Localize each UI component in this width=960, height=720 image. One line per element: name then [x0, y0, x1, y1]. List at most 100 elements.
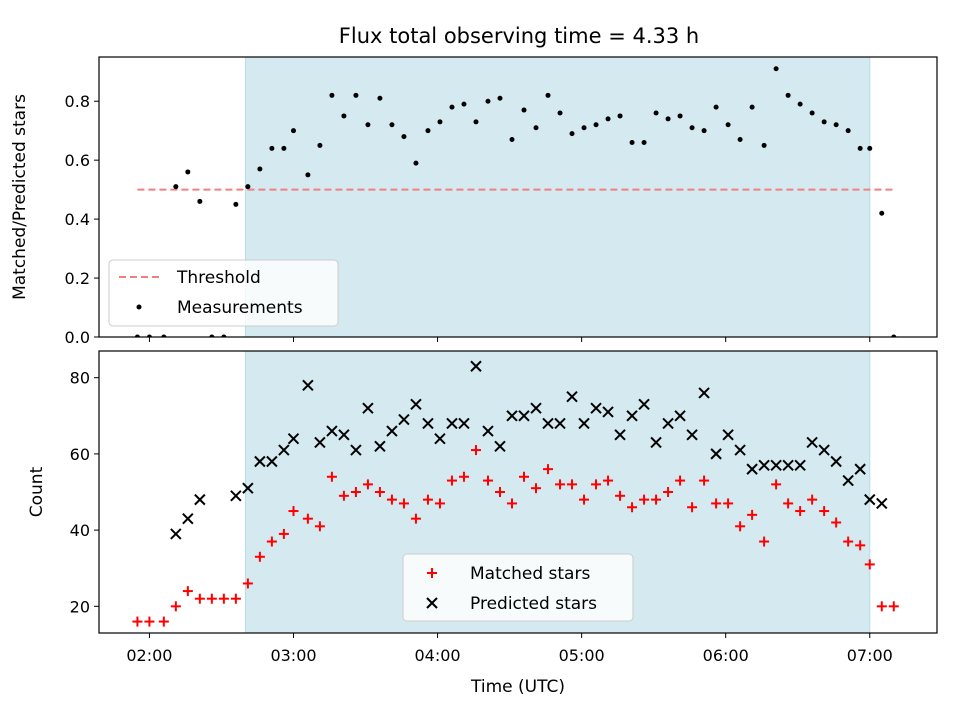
x-axis-label: Time (UTC)	[470, 677, 565, 697]
predicted-star-point	[170, 528, 182, 540]
measurement-point	[317, 142, 323, 148]
y-tick-label: 80	[70, 369, 90, 388]
matched-star-point	[651, 494, 662, 505]
predicted-star-point	[287, 432, 300, 445]
matched-star-point	[819, 506, 830, 517]
matched-star-point	[386, 494, 397, 505]
measurement-point	[701, 128, 707, 134]
x-tick-label: 05:00	[559, 646, 605, 665]
predicted-star-point	[326, 425, 338, 437]
matched-star-point	[759, 536, 770, 547]
measurement-point	[569, 131, 575, 137]
measurement-point	[857, 145, 863, 151]
measurement-point	[605, 116, 611, 122]
predicted-star-point	[854, 463, 866, 475]
predicted-star-point	[518, 410, 530, 422]
predicted-star-point	[650, 436, 662, 449]
predicted-star-point	[410, 398, 422, 411]
measurement-point	[797, 101, 803, 107]
matched-star-point	[446, 475, 457, 486]
legend-predicted-swatch	[426, 597, 438, 609]
predicted-star-point	[758, 459, 770, 472]
matched-star-point	[242, 578, 253, 589]
predicted-star-point	[590, 402, 602, 414]
matched-star-point	[699, 475, 710, 486]
legend-label: Predicted stars	[470, 594, 597, 614]
predicted-star-point	[578, 417, 590, 430]
matched-star-point	[482, 475, 493, 486]
x-tick-label: 06:00	[703, 646, 749, 665]
predicted-star-point	[818, 444, 830, 456]
matched-star-point	[831, 517, 842, 528]
matched-star-point	[470, 445, 481, 456]
predicted-star-point	[242, 482, 254, 494]
predicted-star-point	[722, 429, 734, 441]
matched-star-point	[591, 479, 602, 490]
predicted-star-point	[830, 455, 842, 468]
predicted-star-point	[698, 387, 710, 399]
matched-star-point	[687, 502, 698, 513]
y-axis-label: Count	[27, 466, 47, 517]
measurement-point	[773, 66, 779, 72]
legend-measurement-swatch	[136, 304, 142, 310]
measurement-point	[617, 113, 623, 119]
matched-star-point	[506, 498, 517, 509]
predicted-star-point	[746, 463, 758, 475]
matched-star-point	[747, 509, 758, 520]
predicted-star-point	[626, 410, 638, 422]
measurement-point	[281, 145, 287, 151]
matched-star-point	[194, 593, 205, 604]
measurement-point	[593, 122, 599, 128]
plot-area	[134, 66, 897, 337]
y-tick-label: 40	[70, 521, 90, 540]
predicted-star-point	[530, 402, 542, 414]
predicted-star-point	[542, 417, 554, 430]
y-tick-label: 0.4	[65, 210, 90, 229]
predicted-star-point	[386, 425, 398, 437]
matched-star-point	[639, 494, 650, 505]
x-tick-label: 04:00	[415, 646, 461, 665]
matched-star-point	[230, 593, 241, 604]
matched-star-point	[864, 559, 875, 570]
predicted-star-point	[864, 493, 876, 506]
measurement-point	[257, 166, 263, 172]
predicted-star-point	[278, 444, 290, 456]
axes-frame	[98, 350, 938, 634]
matched-star-point	[675, 475, 686, 486]
matched-star-point	[627, 502, 638, 513]
y-tick-label: 0.6	[65, 151, 90, 170]
matched-star-point	[543, 464, 554, 475]
matched-star-point	[218, 593, 229, 604]
measurement-point	[173, 184, 179, 190]
measurement-point	[677, 113, 683, 119]
measurement-point	[845, 128, 851, 134]
measurement-point	[461, 101, 467, 107]
measurement-point	[557, 110, 563, 116]
measurement-point	[221, 334, 227, 337]
matched-star-point	[711, 498, 722, 509]
y-tick-label: 60	[70, 445, 90, 464]
predicted-star-point	[338, 429, 350, 441]
matched-star-point	[144, 616, 155, 627]
predicted-star-point	[398, 413, 410, 426]
observing-window-shade	[244, 56, 871, 338]
measurement-point	[329, 92, 335, 98]
matched-star-point	[374, 487, 385, 497]
predicted-star-point	[470, 360, 482, 372]
predicted-star-point	[422, 417, 434, 430]
matched-star-point	[555, 479, 566, 490]
matched-star-point	[519, 471, 530, 482]
predicted-star-point	[614, 429, 626, 441]
measurement-point	[665, 116, 671, 122]
measurement-point	[879, 210, 885, 216]
measurement-point	[209, 334, 215, 337]
plot-area	[132, 360, 899, 627]
predicted-star-point	[182, 512, 194, 525]
matched-star-point	[434, 498, 445, 509]
matched-star-point	[531, 483, 542, 494]
predicted-star-point	[506, 410, 518, 422]
measurement-point	[305, 172, 311, 178]
measurement-point	[437, 119, 443, 125]
measurement-point	[341, 113, 347, 119]
measurement-point	[833, 122, 839, 128]
